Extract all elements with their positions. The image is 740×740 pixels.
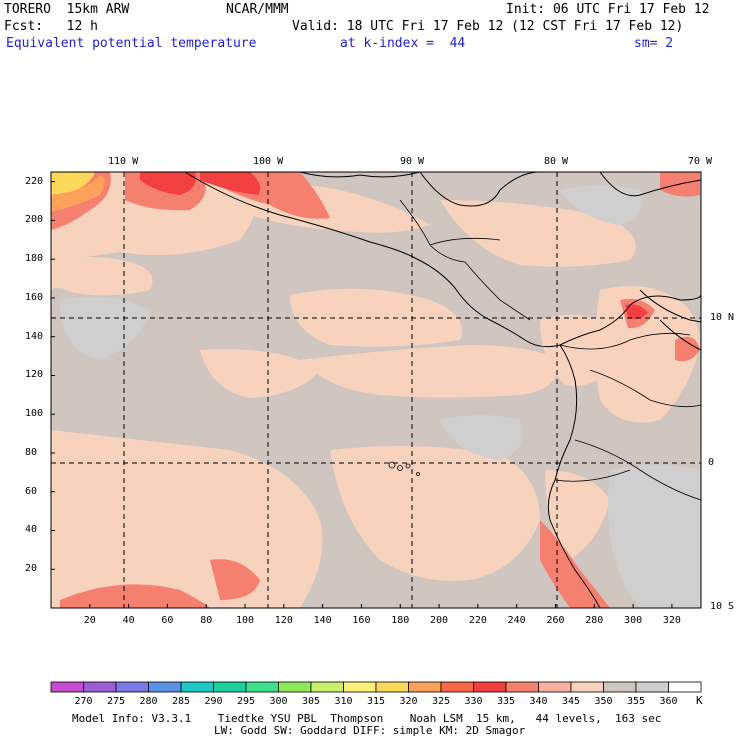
- x-tick-label: 240: [507, 615, 526, 626]
- colorbar-swatch: [603, 681, 637, 693]
- colorbar-swatch: [83, 681, 117, 693]
- colorbar-level-label: 355: [626, 696, 646, 707]
- colorbar-unit: K: [696, 694, 703, 707]
- x-tick-label: 80: [200, 615, 213, 626]
- lat-label-0: 0: [708, 457, 715, 468]
- colorbar-swatch: [668, 681, 702, 693]
- colorbar-level-label: 305: [301, 696, 321, 707]
- map-frame: [50, 171, 702, 609]
- colorbar-level-label: 350: [594, 696, 613, 707]
- colorbar-swatch: [408, 681, 442, 693]
- colorbar-swatch: [473, 681, 507, 693]
- graticule: [51, 172, 701, 608]
- model-info-line2: LW: Godd SW: Goddard DIFF: simple KM: 2D…: [214, 724, 526, 737]
- init-time: Init: 06 UTC Fri 17 Feb 12: [506, 2, 710, 17]
- colorbar-level-label: 280: [139, 696, 158, 707]
- y-tick-label: 80: [25, 446, 38, 458]
- theta-e-325-330-region: [51, 175, 105, 212]
- lon-label-80w: 80 W: [544, 156, 569, 167]
- country-borders: [399, 199, 702, 501]
- tick-marks: [51, 181, 673, 608]
- colorbar-swatch: [375, 681, 409, 693]
- x-tick-label: 280: [585, 615, 604, 626]
- colorbar-level-label: 330: [464, 696, 483, 707]
- colorbar-swatch: [635, 681, 669, 693]
- theta-e-335-340-regions: [51, 172, 700, 608]
- colorbar-level-label: 360: [659, 696, 678, 707]
- field-title: Equivalent potential temperature: [6, 36, 257, 51]
- x-tick-label: 40: [122, 615, 135, 626]
- y-tick-label: 120: [25, 369, 44, 381]
- colorbar-level-label: 325: [431, 696, 451, 707]
- colorbar-level-label: 285: [171, 696, 191, 707]
- colorbar-swatch: [148, 681, 182, 693]
- x-tick-label: 260: [546, 615, 565, 626]
- lon-label-70w: 70 W: [688, 156, 713, 167]
- colorbar-level-label: 320: [399, 696, 418, 707]
- model-name: TORERO 15km ARW: [4, 2, 130, 17]
- colorbar-level-label: 295: [236, 696, 256, 707]
- y-tick-label: 140: [25, 330, 44, 342]
- lon-label-100w: 100 W: [253, 156, 284, 167]
- colorbar-swatch: [538, 681, 572, 693]
- lon-label-110w: 110 W: [108, 156, 139, 167]
- colorbar-level-label: 310: [334, 696, 353, 707]
- y-tick-label: 180: [25, 253, 44, 265]
- model-info-line1: Model Info: V3.3.1 Tiedtke YSU PBL Thomp…: [72, 712, 662, 725]
- y-tick-label: 60: [25, 485, 38, 497]
- x-tick-label: 320: [662, 615, 681, 626]
- colorbar-swatch: [245, 681, 279, 693]
- lat-label-10n: 10 N: [710, 312, 735, 323]
- colorbar-swatch: [343, 681, 377, 693]
- y-tick-label: 40: [25, 524, 38, 536]
- colorbar-level-label: 315: [366, 696, 386, 707]
- y-tick-label: 160: [25, 291, 44, 303]
- level-label: at k-index = 44: [340, 36, 466, 51]
- y-tick-label: 20: [25, 563, 38, 575]
- colorbar-swatch: [50, 681, 84, 693]
- x-tick-label: 120: [274, 615, 293, 626]
- x-tick-label: 60: [161, 615, 174, 626]
- x-tick-label: 20: [83, 615, 96, 626]
- colorbar-level-label: 290: [204, 696, 223, 707]
- theta-e-350-355-regions: [60, 185, 700, 608]
- x-tick-label: 300: [624, 615, 643, 626]
- x-tick-label: 200: [430, 615, 449, 626]
- colorbar-swatch: [115, 681, 149, 693]
- model-center: NCAR/MMM: [226, 2, 289, 17]
- colorbar-level-label: 335: [496, 696, 516, 707]
- colorbar-swatch: [440, 681, 474, 693]
- colorbar-level-label: 345: [561, 696, 581, 707]
- x-tick-label: 180: [391, 615, 410, 626]
- theta-e-320-325-region: [51, 172, 95, 195]
- colorbar-level-label: 270: [74, 696, 93, 707]
- y-tick-label: 220: [25, 175, 44, 187]
- lon-label-90w: 90 W: [400, 156, 425, 167]
- y-tick-label: 200: [25, 214, 44, 226]
- x-tick-label: 140: [313, 615, 332, 626]
- x-tick-label: 220: [468, 615, 487, 626]
- colorbar-swatch: [570, 681, 604, 693]
- x-tick-label: 160: [352, 615, 371, 626]
- colorbar-swatch: [180, 681, 214, 693]
- colorbar-level-label: 340: [529, 696, 548, 707]
- galapagos-islands: [388, 461, 420, 476]
- lat-label-10s: 10 S: [710, 601, 735, 612]
- valid-time: Valid: 18 UTC Fri 17 Feb 12 (12 CST Fri …: [292, 19, 684, 34]
- theta-e-330-335-regions: [140, 172, 648, 320]
- x-tick-label: 100: [235, 615, 255, 626]
- colorbar-swatch: [310, 681, 344, 693]
- smoothing-label: sm= 2: [634, 36, 674, 51]
- colorbar-level-label: 300: [269, 696, 288, 707]
- colorbar-level-label: 275: [106, 696, 126, 707]
- colorbar-swatch: [213, 681, 247, 693]
- y-tick-label: 100: [25, 408, 44, 420]
- forecast-hour: Fcst: 12 h: [4, 19, 98, 34]
- colorbar-swatch: [505, 681, 539, 693]
- colorbar-swatch: [278, 681, 312, 693]
